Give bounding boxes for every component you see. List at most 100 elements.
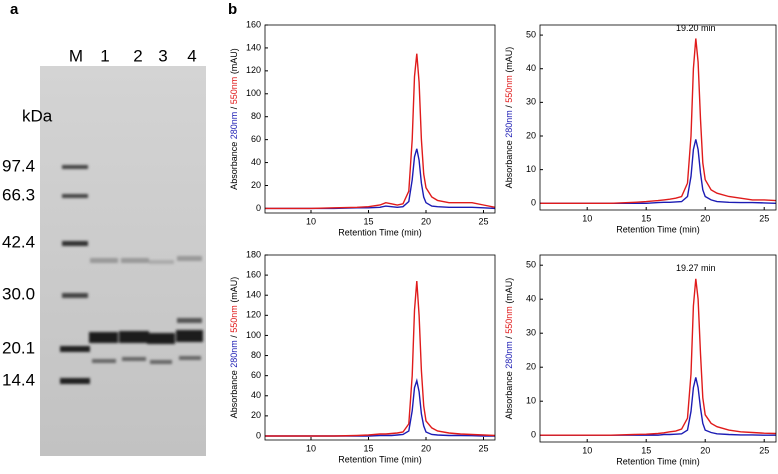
y-tick-label: 120	[246, 310, 261, 320]
x-tick-label: 25	[478, 443, 488, 453]
x-tick-label: 10	[306, 216, 316, 226]
x-tick-label: 15	[363, 216, 373, 226]
marker-label: 97.4	[2, 156, 35, 175]
band	[60, 378, 90, 384]
y-tick-label: 100	[246, 88, 261, 98]
y-axis-label-part: 550nm	[504, 75, 514, 103]
y-axis-label-part: 280nm	[504, 110, 514, 138]
marker-label: 30.0	[2, 284, 35, 303]
y-tick-label: 140	[246, 290, 261, 300]
y-tick-label: 60	[251, 134, 261, 144]
x-tick-label: 20	[421, 216, 431, 226]
chart: 0 20 40 60 80 100 120 140 160 180 10 15 20 25 Retentio…	[229, 249, 496, 464]
y-tick-label: 20	[251, 180, 261, 190]
y-tick-label: 10	[526, 396, 536, 406]
y-axis-label-part: /	[229, 104, 239, 112]
y-tick-label: 120	[246, 65, 261, 75]
line-series	[265, 281, 496, 437]
band	[149, 260, 174, 264]
y-tick-label: 40	[526, 63, 536, 73]
y-tick-label: 80	[251, 350, 261, 360]
plot-frame	[539, 24, 777, 211]
chart: 0 10 20 30 40 50 10 15 20 25 Retention Time (min) A…	[504, 23, 777, 234]
band	[60, 346, 90, 352]
y-tick-label: 40	[526, 294, 536, 304]
band	[122, 357, 146, 361]
marker-label: 42.4	[2, 232, 35, 251]
x-tick-label: 15	[363, 443, 373, 453]
plot-frame	[539, 254, 777, 443]
y-axis-label-part: (mAU)	[229, 48, 239, 77]
line-series	[540, 377, 776, 436]
chart: 0 10 20 30 40 50 10 15 20 25 Retention Time (min) A…	[504, 254, 777, 466]
band	[121, 258, 149, 263]
y-tick-label: 0	[531, 198, 536, 208]
y-axis-label-part: (mAU)	[229, 277, 239, 306]
y-axis-label-part: /	[504, 103, 514, 111]
y-tick-label: 80	[251, 111, 261, 121]
y-tick-label: 10	[526, 164, 536, 174]
marker-label: 14.4	[2, 370, 35, 389]
y-axis-label-part: /	[229, 333, 239, 341]
y-tick-label: 20	[251, 410, 261, 420]
x-tick-label: 10	[582, 213, 592, 223]
y-axis-label-part: (mAU)	[504, 47, 514, 76]
band	[179, 356, 201, 360]
x-axis-label: Retention Time (min)	[338, 454, 422, 464]
x-tick-label: 10	[582, 445, 592, 455]
y-tick-label: 20	[526, 362, 536, 372]
peak-annotation: 19.27 min	[676, 263, 716, 273]
panel-label: b	[228, 1, 237, 18]
plot-frame	[264, 24, 496, 214]
line-series	[540, 38, 777, 204]
x-tick-label: 20	[421, 443, 431, 453]
x-axis-label: Retention Time (min)	[338, 227, 422, 237]
y-axis-label-part: (mAU)	[504, 278, 514, 307]
lane-label: 2	[133, 46, 142, 65]
y-tick-label: 100	[246, 330, 261, 340]
band	[150, 360, 172, 364]
band	[89, 332, 118, 343]
y-axis-label: Absorbance 280nm / 550nm (mAU)	[504, 47, 514, 189]
x-tick-label: 10	[306, 443, 316, 453]
y-tick-label: 160	[246, 19, 261, 29]
band	[176, 330, 203, 342]
x-tick-label: 15	[641, 445, 651, 455]
y-tick-label: 180	[246, 249, 261, 259]
y-axis-label-part: 280nm	[504, 341, 514, 369]
y-tick-label: 140	[246, 42, 261, 52]
y-axis-label-part: /	[504, 334, 514, 342]
y-tick-label: 20	[526, 130, 536, 140]
gel-bands	[60, 165, 203, 384]
y-axis-label-part: 550nm	[229, 305, 239, 333]
x-tick-label: 20	[700, 213, 710, 223]
band	[62, 165, 88, 169]
y-axis-label-part: 550nm	[229, 77, 239, 105]
lane-label: 3	[158, 46, 167, 65]
y-tick-label: 50	[526, 260, 536, 270]
lane-label: 4	[187, 46, 196, 65]
gel: kDa	[22, 66, 206, 456]
y-tick-label: 0	[256, 430, 261, 440]
panel-label: a	[10, 1, 19, 18]
x-axis-label: Retention Time (min)	[616, 224, 700, 234]
marker-label: 20.1	[2, 338, 35, 357]
y-axis-label-part: Absorbance	[504, 369, 514, 420]
x-tick-label: 25	[759, 213, 769, 223]
band	[62, 241, 88, 246]
y-axis-label-part: 550nm	[504, 306, 514, 334]
y-axis-label: Absorbance 280nm / 550nm (mAU)	[229, 277, 239, 419]
y-tick-label: 50	[526, 29, 536, 39]
band	[147, 333, 175, 344]
x-tick-label: 25	[759, 445, 769, 455]
line-series	[540, 278, 777, 436]
x-tick-label: 15	[641, 213, 651, 223]
plot-frame	[264, 254, 496, 441]
y-axis-label-part: Absorbance	[229, 139, 239, 190]
marker-label: 66.3	[2, 185, 35, 204]
band	[92, 359, 116, 363]
x-axis-label: Retention Time (min)	[616, 456, 700, 466]
y-tick-label: 0	[256, 203, 261, 213]
y-axis-label-part: 280nm	[229, 112, 239, 140]
